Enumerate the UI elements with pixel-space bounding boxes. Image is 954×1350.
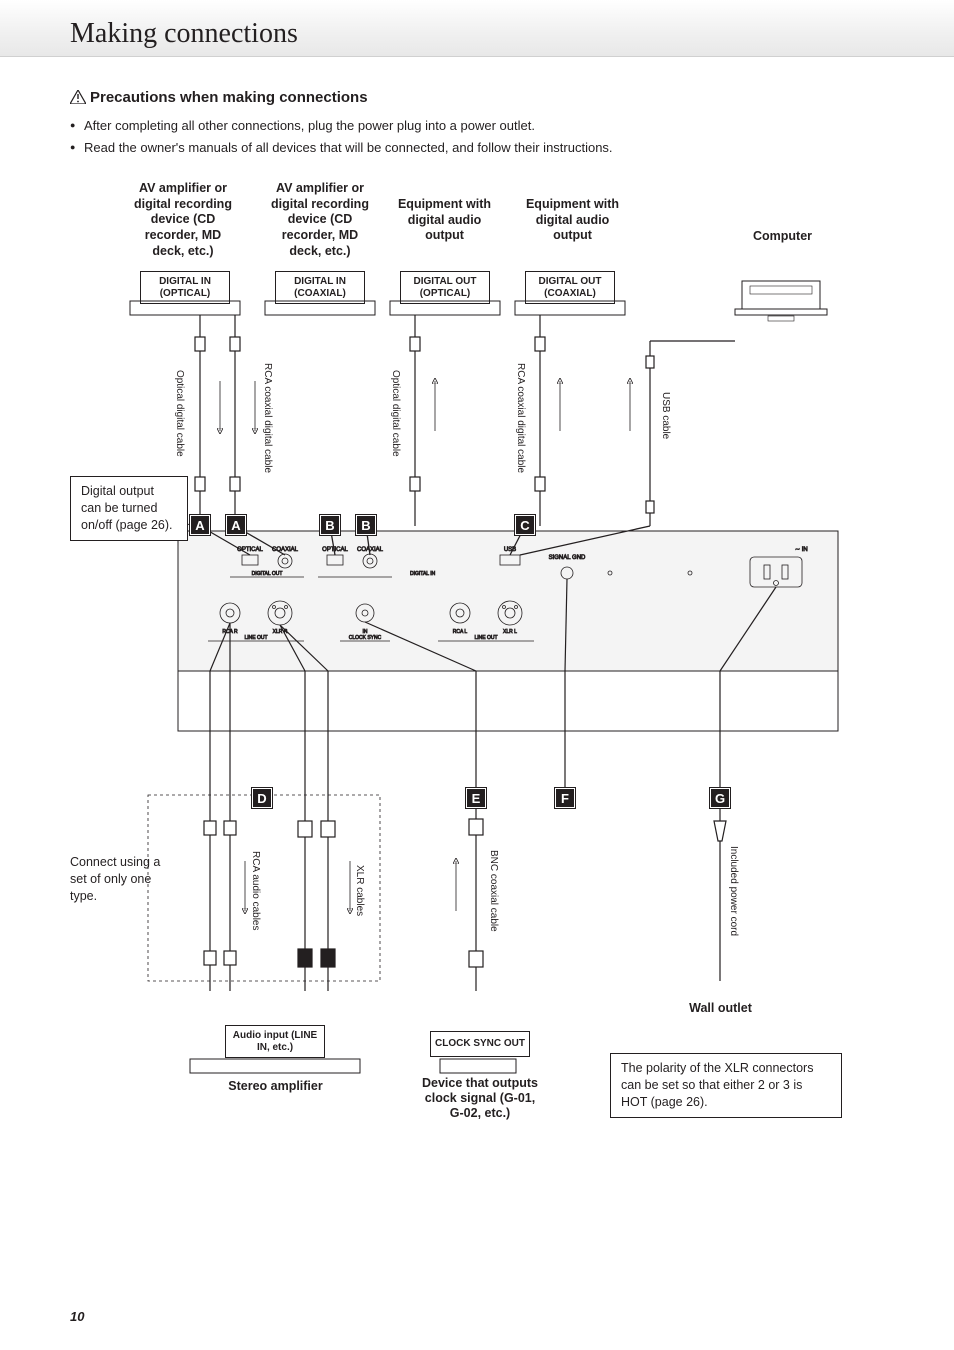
- list-item: After completing all other connections, …: [70, 116, 884, 136]
- callout-b: B: [320, 515, 340, 535]
- cable-label: Optical digital cable: [390, 353, 401, 473]
- device-label: Device that outputs clock signal (G-01, …: [420, 1076, 540, 1121]
- svg-text:COAXIAL: COAXIAL: [357, 547, 384, 553]
- callout-d: D: [252, 788, 272, 808]
- callout-b: B: [356, 515, 376, 535]
- svg-text:LINE OUT: LINE OUT: [244, 635, 267, 641]
- callout-a: A: [226, 515, 246, 535]
- callout-a: A: [190, 515, 210, 535]
- port-box: Audio input (LINE IN, etc.): [225, 1025, 325, 1058]
- callout-f: F: [555, 788, 575, 808]
- cable-label: Included power cord: [728, 831, 739, 951]
- callout-g: G: [710, 788, 730, 808]
- svg-text:XLR L: XLR L: [503, 629, 517, 635]
- svg-text:RCA L: RCA L: [453, 629, 468, 635]
- callout-e: E: [466, 788, 486, 808]
- note-xlr-polarity: The polarity of the XLR connectors can b…: [610, 1053, 842, 1118]
- warning-icon: [70, 90, 86, 104]
- svg-text:LINE OUT: LINE OUT: [474, 635, 497, 641]
- svg-text:OPTICAL: OPTICAL: [322, 547, 348, 553]
- cable-label: BNC coaxial cable: [488, 836, 499, 946]
- svg-text:DIGITAL OUT: DIGITAL OUT: [252, 571, 283, 577]
- cable-label: XLR cables: [354, 851, 365, 931]
- connection-diagram: AV amplifier or digital recording device…: [70, 181, 884, 1201]
- precautions-list: After completing all other connections, …: [70, 116, 884, 157]
- svg-text:∼ IN: ∼ IN: [795, 547, 808, 553]
- svg-text:DIGITAL IN: DIGITAL IN: [410, 571, 436, 577]
- port-box: CLOCK SYNC OUT: [430, 1031, 530, 1057]
- list-item: Read the owner's manuals of all devices …: [70, 138, 884, 158]
- cable-label: RCA audio cables: [250, 841, 261, 941]
- cable-label: Optical digital cable: [174, 353, 185, 473]
- note-connect-set: Connect using a set of only one type.: [70, 854, 170, 905]
- svg-text:SIGNAL GND: SIGNAL GND: [549, 555, 586, 561]
- precautions-heading: Precautions when making connections: [70, 89, 884, 106]
- note-digital-output: Digital output can be turned on/off (pag…: [70, 476, 188, 541]
- svg-text:CLOCK SYNC: CLOCK SYNC: [349, 635, 382, 641]
- device-label: Wall outlet: [668, 1001, 773, 1016]
- page-number: 10: [70, 1309, 84, 1324]
- callout-c: C: [515, 515, 535, 535]
- cable-label: RCA coaxial digital cable: [262, 353, 273, 483]
- cable-label: RCA coaxial digital cable: [515, 353, 526, 483]
- cable-label: USB cable: [660, 376, 671, 456]
- page-title: Making connections: [0, 0, 954, 57]
- device-label: Stereo amplifier: [218, 1079, 333, 1094]
